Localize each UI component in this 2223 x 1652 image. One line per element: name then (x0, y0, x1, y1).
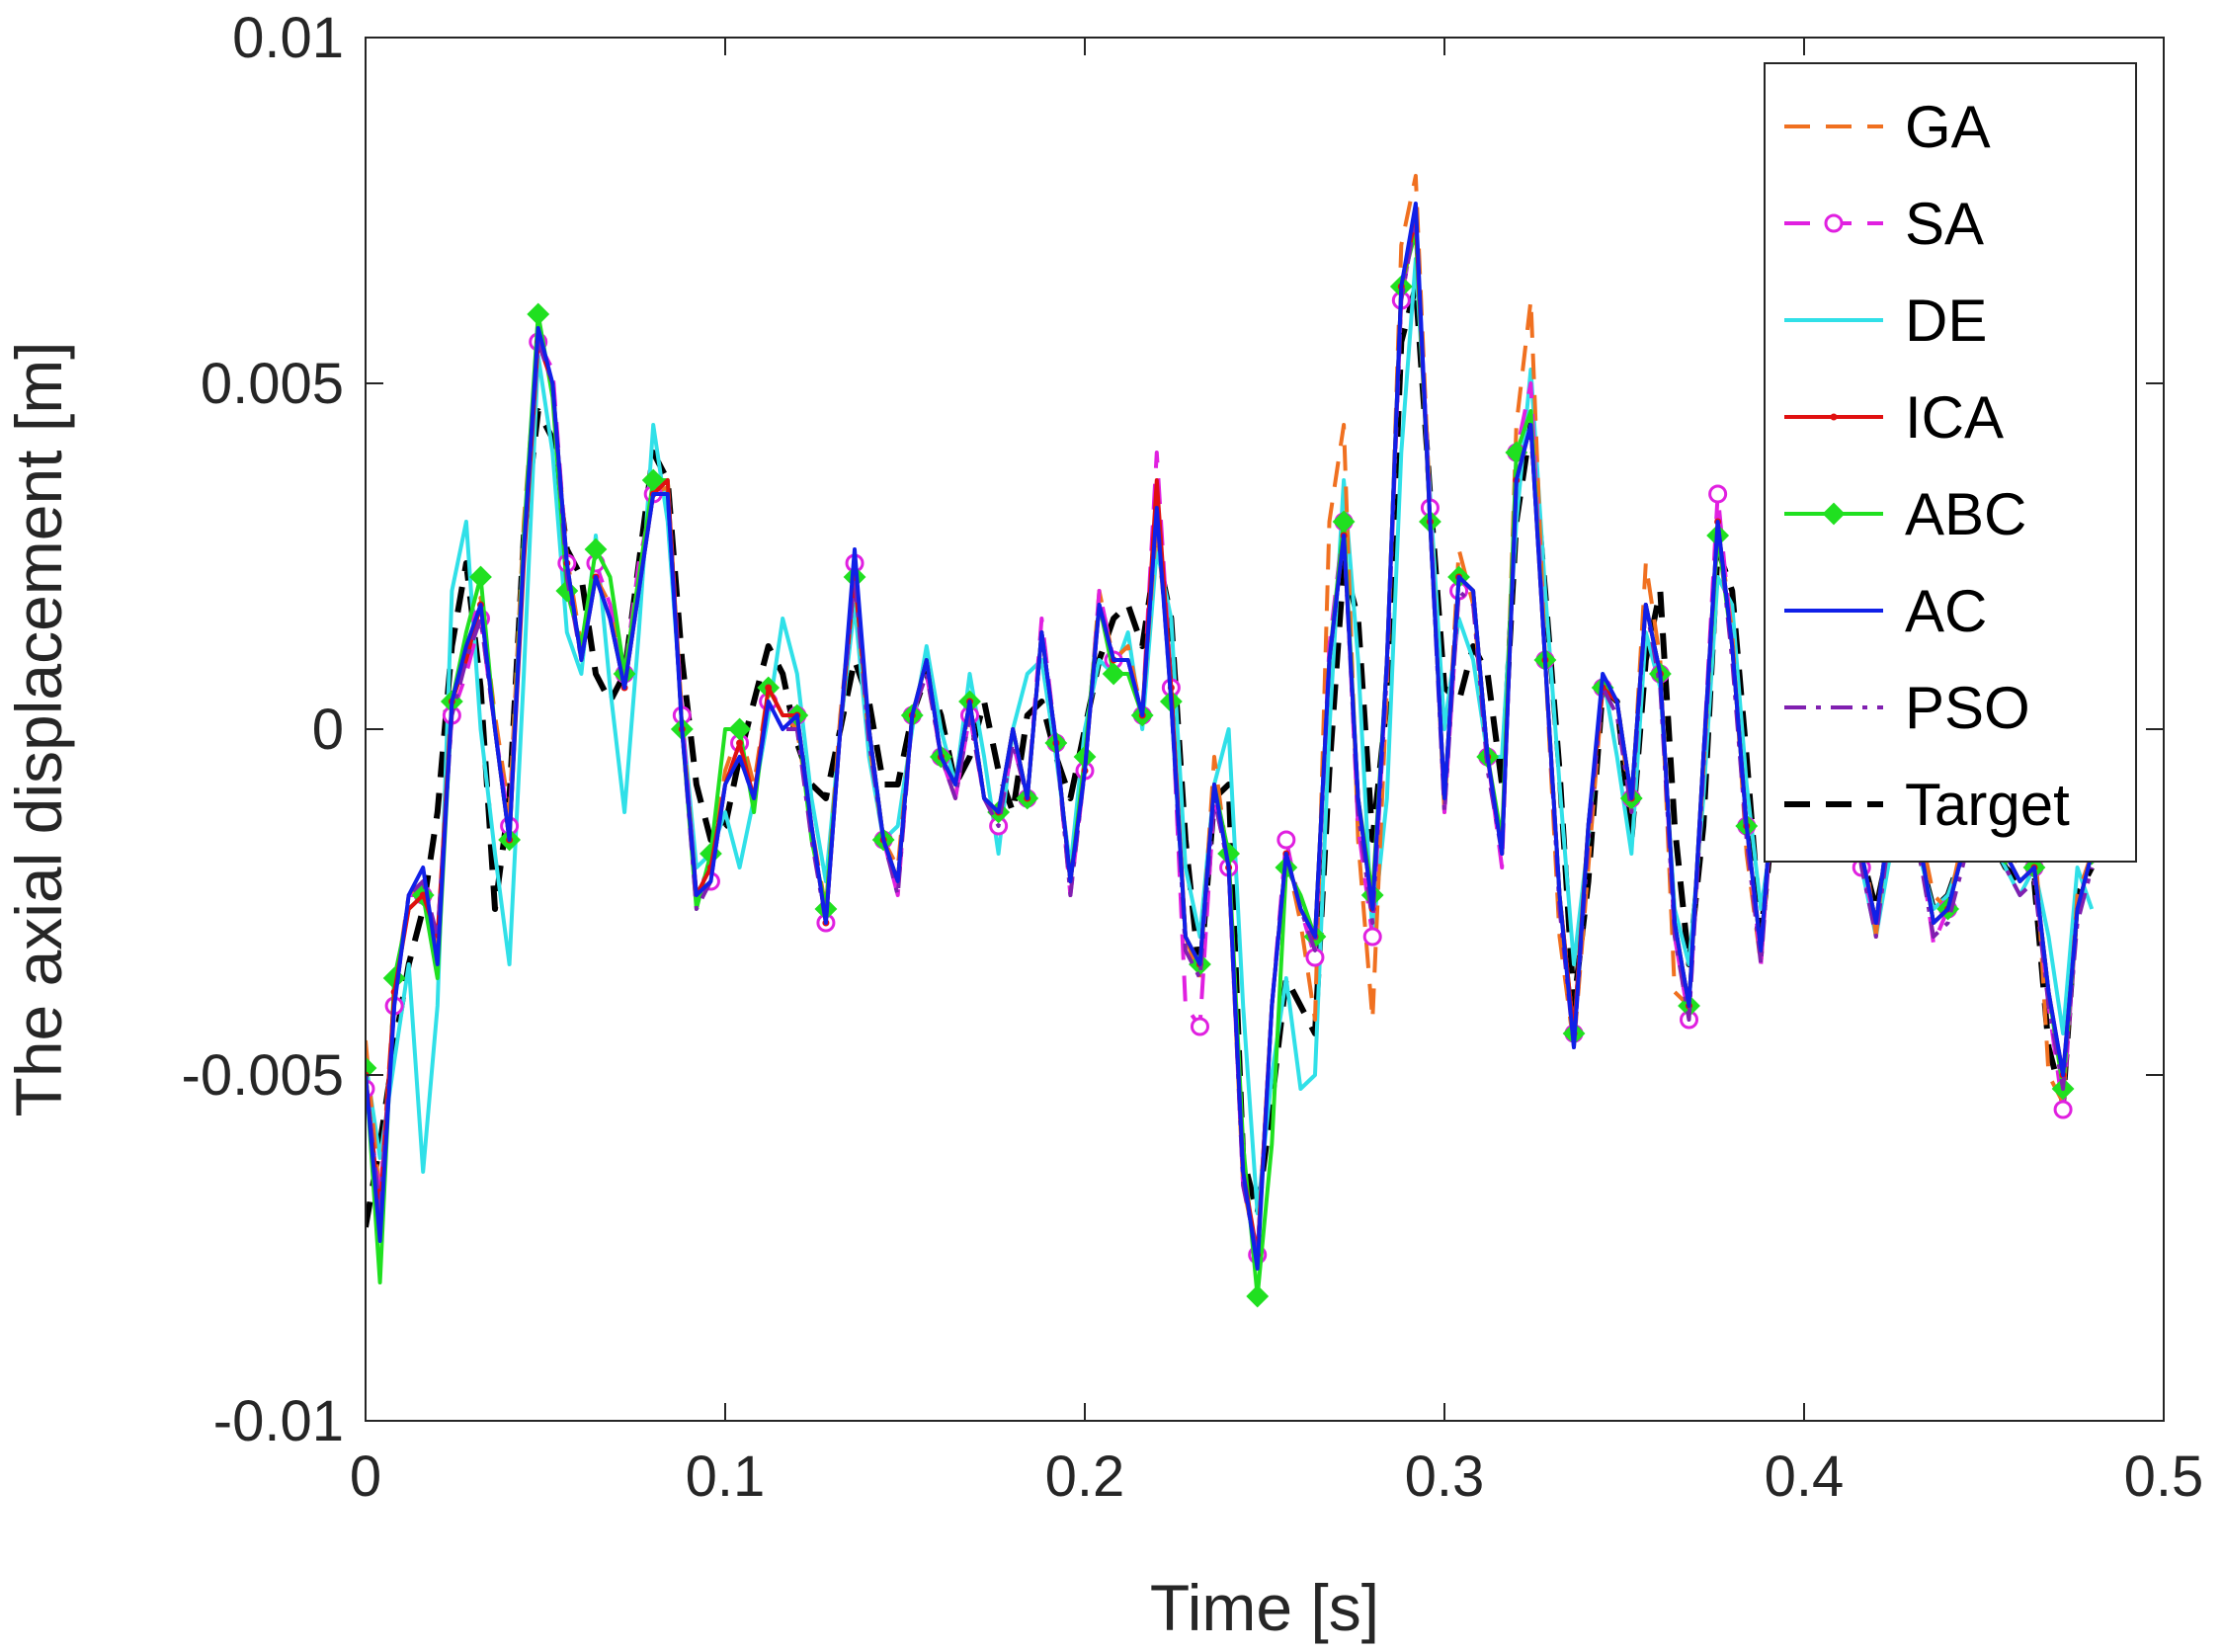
legend-item-ac: AC (1784, 578, 1987, 644)
x-axis-label: Time [s] (1150, 1571, 1379, 1644)
data-point-sa (1362, 927, 1382, 947)
data-point-abc (1102, 662, 1125, 686)
data-point-abc (1332, 510, 1356, 534)
legend-item-target: Target (1784, 772, 2070, 838)
x-tick-label: 0.4 (1765, 1445, 1845, 1509)
data-point-ica (765, 684, 773, 692)
y-tick-label: -0.005 (182, 1043, 344, 1108)
legend-label: AC (1905, 578, 1987, 644)
legend-marker (1822, 502, 1846, 526)
legend-label: Target (1905, 772, 2070, 838)
data-point-abc (728, 717, 751, 741)
legend-item-ga: GA (1784, 94, 1991, 160)
data-point-sa (1708, 484, 1728, 504)
data-point-abc (1246, 1284, 1270, 1308)
data-point-abc (641, 468, 665, 492)
y-tick-label: 0 (312, 698, 344, 762)
legend-marker (1824, 213, 1844, 233)
legend-item-abc: ABC (1784, 481, 2026, 547)
legend-label: GA (1905, 94, 1991, 160)
data-point-sa (1276, 830, 1296, 850)
data-point-abc (469, 565, 492, 589)
data-point-abc (584, 537, 608, 561)
legend-item-pso: PSO (1784, 675, 2030, 741)
y-tick-label: 0.005 (201, 352, 344, 416)
x-tick-label: 0.5 (2124, 1445, 2204, 1509)
y-tick-label: -0.01 (213, 1389, 344, 1453)
legend-box (1764, 62, 2137, 863)
y-axis-label: The axial displacement [m] (2, 341, 75, 1116)
x-tick-label: 0.1 (686, 1445, 766, 1509)
legend-item-ica: ICA (1784, 384, 2004, 451)
legend-label: SA (1905, 191, 1984, 257)
data-point-abc (527, 302, 550, 326)
data-point-ica (419, 891, 427, 899)
legend-label: ABC (1905, 481, 2026, 547)
x-tick-label: 0.2 (1045, 1445, 1125, 1509)
legend-label: DE (1905, 288, 1987, 354)
data-point-sa (1190, 1017, 1209, 1036)
legend-item-sa: SA (1784, 191, 1984, 257)
data-point-ica (736, 739, 744, 747)
x-tick-label: 0 (350, 1445, 381, 1509)
legend-label: PSO (1905, 675, 2030, 741)
tick-layer: 0 0.1 0.2 0.3 0.4 0.5 -0.01 -0.005 0 0.005 0.01 (182, 6, 2204, 1509)
x-tick-label: 0.3 (1405, 1445, 1485, 1509)
legend-marker (1830, 413, 1838, 421)
legend-item-de: DE (1784, 288, 1987, 354)
legend: GA SA DE ICA ABC AC PSO Target (1764, 62, 2137, 863)
legend-label: ICA (1905, 384, 2004, 451)
data-point-sa (2053, 1100, 2073, 1119)
y-tick-label: 0.01 (232, 6, 344, 70)
